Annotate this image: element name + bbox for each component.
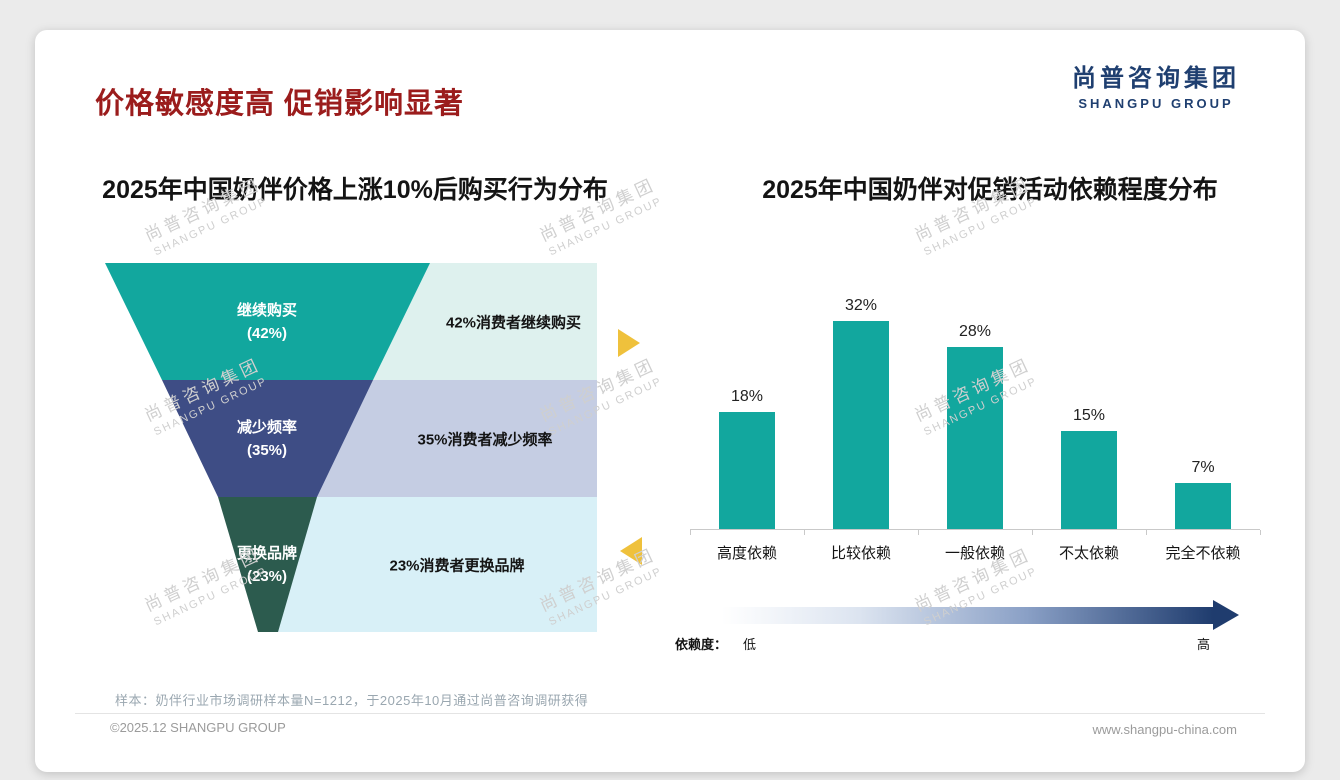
funnel-segment xyxy=(105,263,430,380)
dependency-axis-label: 依赖度： xyxy=(675,637,728,652)
bar-category-label: 一般依赖 xyxy=(944,545,1005,562)
logo-cn-text: 尚普咨询集团 xyxy=(1072,65,1240,92)
company-logo: 尚普咨询集团 SHANGPU GROUP xyxy=(1072,58,1240,111)
bar-value-label: 15% xyxy=(1072,407,1106,424)
bar-chart-title: 2025年中国奶伴对促销活动依赖程度分布 xyxy=(762,176,1218,204)
slide-title: 价格敏感度高 促销影响显著 xyxy=(95,88,465,120)
funnel-row: 减少频率 (35%) 35%消费者减少频率 xyxy=(105,380,597,497)
funnel-chart: 继续购买 (42%) 42%消费者继续购买减少频率 (35%) 35%消费者减少频率更换… xyxy=(105,263,597,632)
dependency-high-label: 高 xyxy=(1197,637,1211,652)
bar-column: 7% xyxy=(1146,459,1260,529)
gradient-arrow-head-icon xyxy=(1213,600,1239,630)
funnel-segment-label: 更换品牌 (23%) xyxy=(236,544,297,585)
funnel-segment-label: 减少频率 (35%) xyxy=(236,418,297,459)
axis-tick xyxy=(1032,530,1033,535)
funnel-segment-label: 继续购买 (42%) xyxy=(236,301,297,342)
funnel-chart-title: 2025年中国奶伴价格上涨10%后购买行为分布 xyxy=(102,176,608,204)
bar xyxy=(1061,431,1117,529)
slide-card: 价格敏感度高 促销影响显著 尚普咨询集团 SHANGPU GROUP 2025年… xyxy=(35,30,1305,772)
dependency-gradient-arrow xyxy=(722,600,1239,630)
axis-ticks xyxy=(690,530,1261,536)
bar-value-label: 32% xyxy=(844,297,878,314)
axis-tick xyxy=(1146,530,1147,535)
funnel-band-text: 42%消费者继续购买 xyxy=(445,314,582,331)
bar-value-label: 7% xyxy=(1191,459,1215,476)
bar-chart: 18% 32% 28% 15% 7% xyxy=(690,297,1260,530)
bar xyxy=(719,412,775,529)
bar-column: 15% xyxy=(1032,407,1146,529)
footer-divider xyxy=(75,713,1265,714)
bar xyxy=(833,321,889,529)
footer-copyright: ©2025.12 SHANGPU GROUP xyxy=(110,720,286,735)
funnel-band-text: 23%消费者更换品牌 xyxy=(389,557,525,574)
bar xyxy=(1175,483,1231,529)
axis-tick xyxy=(804,530,805,535)
gradient-arrow-body xyxy=(722,606,1213,624)
bar-category-row: 高度依赖 比较依赖 一般依赖 不太依赖 完全不依赖 xyxy=(690,542,1260,563)
bar-column: 32% xyxy=(804,297,918,529)
dependency-low-label: 低 xyxy=(743,637,757,652)
bar-category-label: 比较依赖 xyxy=(830,545,891,562)
bar-category-label: 不太依赖 xyxy=(1058,545,1119,562)
bar-value-label: 28% xyxy=(958,323,992,340)
bar xyxy=(947,347,1003,529)
funnel-band xyxy=(258,497,597,632)
gold-arrow-left-icon xyxy=(620,537,642,565)
bar-category-label: 高度依赖 xyxy=(716,545,777,562)
bar-column: 18% xyxy=(690,388,804,529)
funnel-band-text: 35%消费者减少频率 xyxy=(417,431,553,448)
bar-category-label: 完全不依赖 xyxy=(1165,545,1241,562)
axis-tick xyxy=(690,530,691,535)
bar-columns: 18% 32% 28% 15% 7% xyxy=(690,297,1260,529)
axis-tick xyxy=(918,530,919,535)
funnel-row: 继续购买 (42%) 42%消费者继续购买 xyxy=(105,263,597,380)
axis-tick xyxy=(1260,530,1261,535)
sample-footnote: 样本：奶伴行业市场调研样本量N=1212，于2025年10月通过尚普咨询调研获得 xyxy=(115,693,589,708)
gold-arrow-right-icon xyxy=(618,329,640,357)
bar-value-label: 18% xyxy=(730,388,764,405)
footer-website: www.shangpu-china.com xyxy=(1092,722,1237,737)
funnel-row: 更换品牌 (23%) 23%消费者更换品牌 xyxy=(105,497,597,632)
logo-en-text: SHANGPU GROUP xyxy=(1078,96,1234,111)
bar-column: 28% xyxy=(918,323,1032,529)
